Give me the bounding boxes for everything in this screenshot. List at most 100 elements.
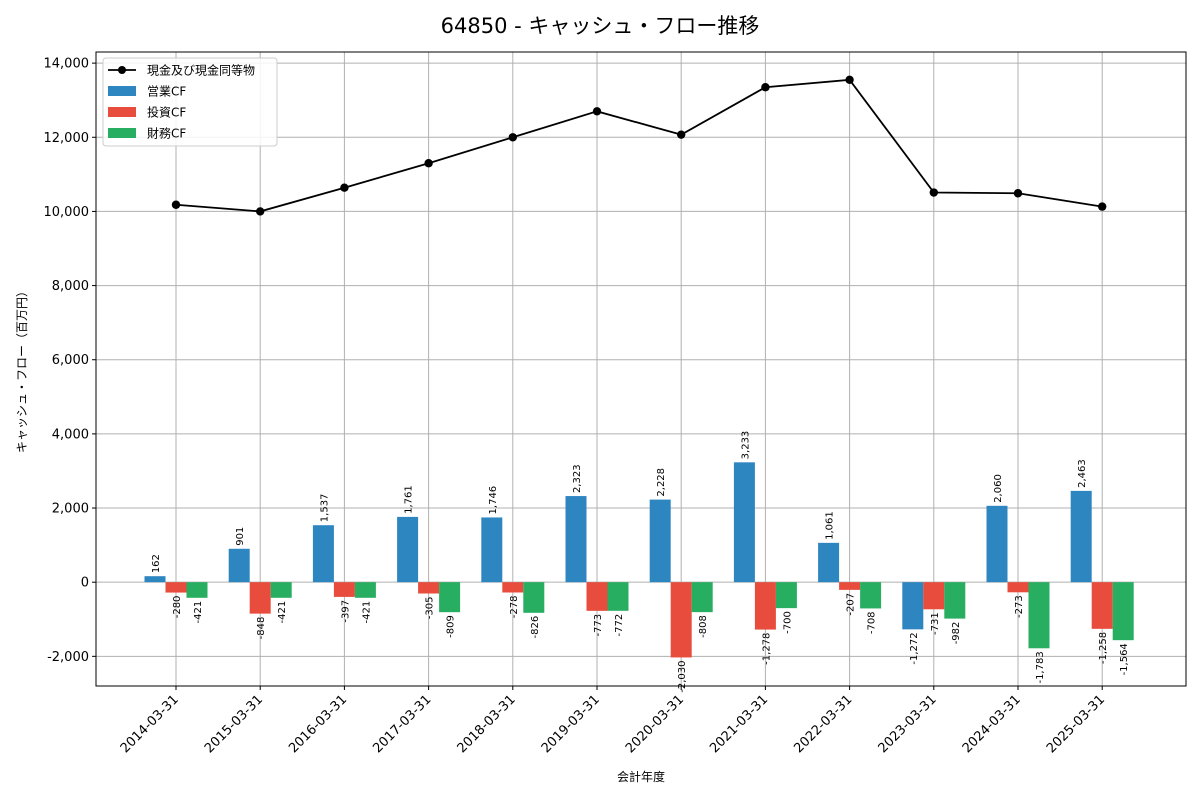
bar-value-label: -1,783 — [1035, 651, 1046, 683]
bar-value-label: 2,060 — [993, 474, 1004, 503]
bar — [333, 582, 355, 597]
cash-point — [761, 83, 770, 92]
bar-value-label: -421 — [361, 601, 372, 624]
bar-value-label: -1,564 — [1119, 643, 1130, 675]
y-tick-label: 12,000 — [44, 131, 90, 146]
bar-value-label: 162 — [151, 554, 162, 573]
y-tick-label: 4,000 — [52, 427, 89, 442]
bar-value-label: -421 — [193, 601, 204, 624]
bar-value-label: 2,323 — [572, 464, 583, 493]
x-tick-label: 2022-03-31 — [791, 692, 855, 756]
legend-swatch — [108, 128, 136, 138]
bar — [754, 582, 776, 630]
bar — [839, 582, 861, 590]
bar-value-label: -1,278 — [761, 633, 772, 665]
bar-value-label: 3,233 — [740, 431, 751, 460]
legend-entry: 営業CF — [147, 85, 186, 99]
data-labels: 162 901 1,537 1,761 1,746 2,323 2,228 3,233 1,06… — [151, 431, 1130, 693]
x-tick-label: 2017-03-31 — [370, 692, 434, 756]
bar — [523, 582, 545, 613]
bar — [228, 548, 250, 583]
bar-value-label: 1,761 — [404, 485, 415, 514]
bar — [860, 582, 882, 609]
bar — [649, 499, 671, 583]
bar-value-label: -731 — [930, 612, 941, 635]
x-tick-label: 2023-03-31 — [876, 692, 940, 756]
legend-entry: 現金及び現金同等物 — [147, 63, 255, 78]
bar — [607, 582, 629, 611]
legend-marker — [118, 66, 126, 74]
bar — [481, 517, 503, 583]
bar-value-label: -808 — [698, 615, 709, 638]
bar — [418, 582, 440, 594]
bar-value-label: -1,272 — [909, 632, 920, 664]
bar-value-label: 2,463 — [1077, 459, 1088, 488]
bar — [691, 582, 713, 613]
bar-value-label: -708 — [867, 611, 878, 634]
bar — [923, 582, 945, 610]
bar-value-label: -278 — [509, 595, 520, 618]
grid — [96, 52, 1186, 686]
x-tick-label: 2025-03-31 — [1044, 692, 1108, 756]
y-tick-label: -2,000 — [47, 650, 89, 665]
bar — [944, 582, 966, 619]
cash-point — [171, 200, 181, 209]
bar-value-label: -809 — [446, 615, 457, 638]
bar — [270, 582, 292, 598]
bar — [586, 582, 608, 611]
y-tick-label: 14,000 — [44, 57, 90, 72]
bar — [397, 516, 419, 583]
cash-point — [256, 207, 265, 216]
cash-point — [508, 133, 517, 142]
bar — [312, 525, 334, 583]
bar-value-label: 1,061 — [825, 511, 836, 540]
bar — [1091, 582, 1113, 629]
x-tick-label: 2016-03-31 — [286, 692, 350, 756]
cash-point — [340, 183, 349, 192]
chart-title: 64850 - キャッシュ・フロー推移 — [441, 14, 760, 38]
bar-value-label: 1,537 — [319, 494, 330, 523]
cash-point — [424, 159, 433, 168]
bar-value-label: -421 — [277, 601, 288, 624]
x-tick-label: 2024-03-31 — [960, 692, 1024, 756]
bar — [902, 582, 924, 630]
bar-value-label: -273 — [1014, 595, 1025, 618]
cash-point — [1098, 202, 1107, 211]
bar — [1112, 582, 1134, 641]
x-tick-label: 2015-03-31 — [202, 692, 266, 756]
legend-swatch — [108, 107, 136, 117]
x-tick-label: 2014-03-31 — [118, 692, 182, 756]
bar — [775, 582, 797, 609]
x-axis-label: 会計年度 — [617, 769, 665, 784]
bar — [565, 496, 587, 583]
bar — [354, 582, 376, 598]
cash-point — [845, 75, 854, 85]
bar — [165, 582, 187, 593]
bar-value-label: -1,258 — [1098, 632, 1109, 664]
cash-point — [592, 107, 602, 116]
bar-value-label: -2,030 — [677, 660, 688, 692]
bar — [186, 582, 208, 598]
legend-entry: 投資CF — [147, 105, 186, 120]
bar-value-label: 2,228 — [656, 468, 667, 497]
bar — [249, 582, 271, 614]
bar-value-label: -826 — [530, 616, 541, 639]
bars — [144, 462, 1134, 658]
y-tick-label: 0 — [81, 576, 89, 591]
bar-value-label: 1,746 — [488, 486, 499, 515]
cash-point — [1013, 189, 1023, 198]
bar-value-label: -982 — [951, 622, 962, 645]
x-tick-label: 2018-03-31 — [455, 692, 519, 756]
bar — [986, 505, 1008, 583]
cash-point — [929, 188, 938, 197]
x-tick-label: 2020-03-31 — [623, 692, 687, 756]
legend-entry: 財務CF — [147, 126, 186, 141]
y-tick-label: 6,000 — [52, 353, 89, 368]
bar-value-label: -305 — [425, 596, 436, 619]
bar-value-label: -397 — [340, 600, 351, 623]
bar — [439, 582, 461, 613]
cash-point — [677, 130, 686, 139]
legend-swatch — [108, 86, 136, 96]
